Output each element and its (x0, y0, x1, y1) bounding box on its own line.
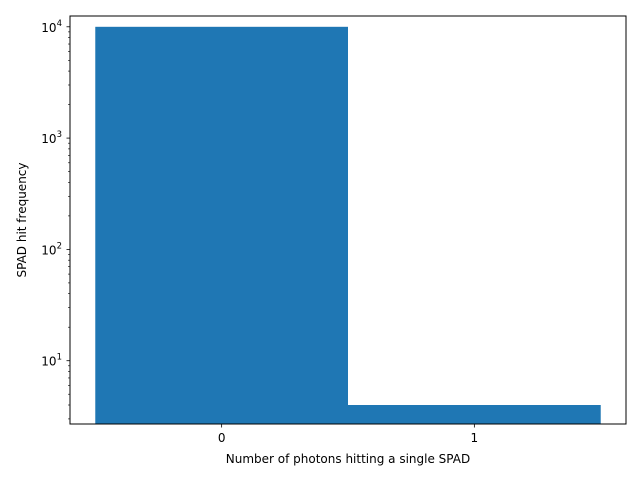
x-tick-label: 1 (471, 431, 479, 445)
bar-0 (95, 26, 348, 424)
plot-frame (69, 15, 627, 425)
y-tick-label: 101 (41, 353, 62, 369)
bars (95, 26, 601, 424)
y-axis-ticks: 101 102 103 104 (41, 19, 70, 369)
y-tick-label: 102 (41, 241, 62, 257)
x-tick-label: 0 (218, 431, 226, 445)
y-tick-label: 104 (41, 19, 62, 35)
bar-1 (348, 405, 601, 424)
x-axis-label: Number of photons hitting a single SPAD (226, 452, 470, 466)
y-axis-label: SPAD hit frequency (15, 163, 29, 278)
y-tick-label: 103 (41, 130, 62, 146)
